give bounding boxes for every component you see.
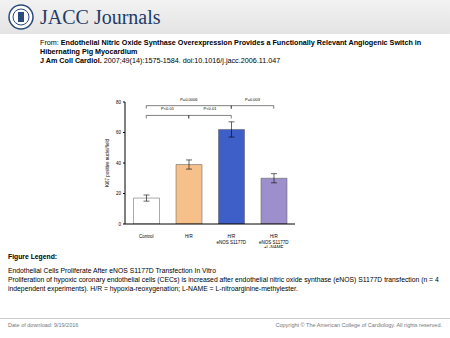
svg-text:P<0.01: P<0.01 [204,106,218,111]
svg-text:eNOS S1177D: eNOS S1177D [217,240,247,245]
html-text:Figure Legend:: Figure Legend: [8,253,58,260]
svg-text:P=0.0006: P=0.0006 [180,97,198,102]
svg-text:H/R: H/R [227,234,236,239]
html-text:JACC Journals: JACC Journals [40,6,161,28]
svg-text:P=0.003: P=0.003 [245,97,261,102]
html-text:Date of download: 9/19/2016: Date of download: 9/19/2016 [8,322,79,328]
svg-text:Ki67 positive nuclei/field: Ki67 positive nuclei/field [105,138,110,187]
html-text:Proliferation of hypoxic coron: Proliferation of hypoxic coronary endoth… [8,276,439,292]
svg-text:0: 0 [118,222,121,227]
html-text:Copyright © The American Colle: Copyright © The American College of Card… [275,322,442,328]
svg-text:Control: Control [139,234,154,239]
svg-text:80: 80 [116,100,122,105]
svg-text:+L-NAME: +L-NAME [264,245,284,248]
svg-text:60: 60 [116,130,122,135]
svg-text:20: 20 [116,191,122,196]
html-text:J Am Coll Cardiol. 2007;49(14): J Am Coll Cardiol. 2007;49(14):1575-1584… [40,56,281,65]
svg-text:H/R: H/R [185,234,194,239]
svg-text:40: 40 [116,161,122,166]
svg-text:eNOS S1177D: eNOS S1177D [259,240,289,245]
html-text:From: Endothelial Nitric Oxide: From: Endothelial Nitric Oxide Synthase … [40,38,422,56]
svg-text:H/R: H/R [270,234,279,239]
svg-text:P<0.01: P<0.01 [161,106,175,111]
html-text:Endothelial Cells Proliferate: Endothelial Cells Proliferate After eNOS… [8,267,216,274]
